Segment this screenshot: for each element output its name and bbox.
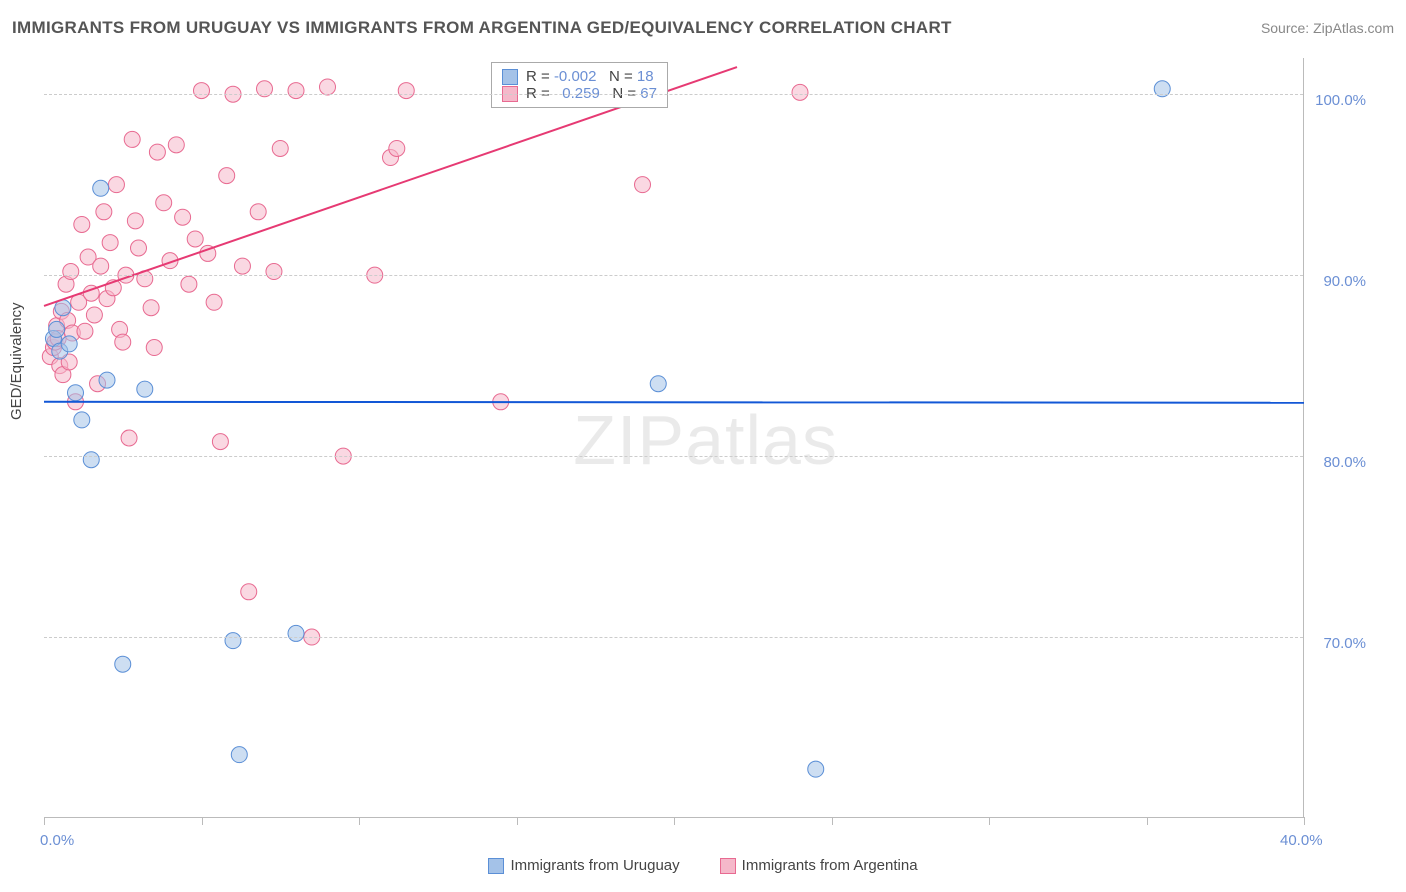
data-point xyxy=(320,79,336,95)
legend-item-argentina: Immigrants from Argentina xyxy=(720,857,918,874)
y-tick-label: 70.0% xyxy=(1306,635,1366,652)
swatch-argentina xyxy=(720,858,736,874)
data-point xyxy=(77,323,93,339)
data-point xyxy=(175,209,191,225)
data-point xyxy=(127,213,143,229)
data-point xyxy=(131,240,147,256)
y-axis-label: GED/Equivalency xyxy=(8,302,25,420)
data-point xyxy=(272,140,288,156)
data-point xyxy=(99,372,115,388)
data-point xyxy=(108,177,124,193)
data-point xyxy=(83,452,99,468)
data-point xyxy=(241,584,257,600)
y-tick-label: 80.0% xyxy=(1306,454,1366,471)
title-bar: IMMIGRANTS FROM URUGUAY VS IMMIGRANTS FR… xyxy=(12,18,1394,38)
data-point xyxy=(266,264,282,280)
swatch-icon xyxy=(502,69,518,85)
gridline-h xyxy=(44,456,1303,457)
data-point xyxy=(808,761,824,777)
data-point xyxy=(143,300,159,316)
x-tick xyxy=(359,817,360,825)
x-tick-label: 0.0% xyxy=(40,832,74,849)
data-point xyxy=(650,376,666,392)
legend-label-argentina: Immigrants from Argentina xyxy=(742,857,918,874)
data-point xyxy=(792,84,808,100)
data-point xyxy=(389,140,405,156)
x-tick xyxy=(202,817,203,825)
data-point xyxy=(102,235,118,251)
data-point xyxy=(206,294,222,310)
data-point xyxy=(149,144,165,160)
gridline-h xyxy=(44,275,1303,276)
data-point xyxy=(115,656,131,672)
data-point xyxy=(74,216,90,232)
x-tick xyxy=(989,817,990,825)
correlation-legend-row: R = -0.002 N = 18 xyxy=(502,68,657,85)
x-tick xyxy=(1304,817,1305,825)
data-point xyxy=(288,83,304,99)
scatter-svg xyxy=(44,58,1303,817)
data-point xyxy=(194,83,210,99)
data-point xyxy=(137,381,153,397)
gridline-h xyxy=(44,637,1303,638)
data-point xyxy=(181,276,197,292)
data-point xyxy=(231,747,247,763)
data-point xyxy=(250,204,266,220)
data-point xyxy=(86,307,102,323)
data-point xyxy=(68,385,84,401)
regression-line xyxy=(44,402,1304,403)
data-point xyxy=(234,258,250,274)
y-tick-label: 90.0% xyxy=(1306,273,1366,290)
correlation-text: R = -0.002 N = 18 xyxy=(526,68,654,85)
data-point xyxy=(156,195,172,211)
correlation-legend: R = -0.002 N = 18R = 0.259 N = 67 xyxy=(491,62,668,108)
x-tick xyxy=(832,817,833,825)
data-point xyxy=(93,258,109,274)
data-point xyxy=(288,625,304,641)
x-tick xyxy=(674,817,675,825)
data-point xyxy=(187,231,203,247)
y-tick-label: 100.0% xyxy=(1306,92,1366,109)
x-tick xyxy=(44,817,45,825)
chart-title: IMMIGRANTS FROM URUGUAY VS IMMIGRANTS FR… xyxy=(12,18,952,38)
legend-label-uruguay: Immigrants from Uruguay xyxy=(510,857,679,874)
data-point xyxy=(49,321,65,337)
data-point xyxy=(212,434,228,450)
gridline-h xyxy=(44,94,1303,95)
data-point xyxy=(115,334,131,350)
x-tick-label: 40.0% xyxy=(1280,832,1323,849)
data-point xyxy=(63,264,79,280)
data-point xyxy=(96,204,112,220)
x-tick xyxy=(1147,817,1148,825)
data-point xyxy=(61,336,77,352)
data-point xyxy=(398,83,414,99)
legend-item-uruguay: Immigrants from Uruguay xyxy=(488,857,679,874)
data-point xyxy=(219,168,235,184)
x-tick xyxy=(517,817,518,825)
series-legend: Immigrants from Uruguay Immigrants from … xyxy=(0,857,1406,874)
data-point xyxy=(225,633,241,649)
data-point xyxy=(124,131,140,147)
data-point xyxy=(93,180,109,196)
data-point xyxy=(121,430,137,446)
data-point xyxy=(74,412,90,428)
plot-area: ZIPatlas R = -0.002 N = 18R = 0.259 N = … xyxy=(44,58,1304,818)
data-point xyxy=(146,340,162,356)
source-label: Source: ZipAtlas.com xyxy=(1261,20,1394,36)
swatch-uruguay xyxy=(488,858,504,874)
data-point xyxy=(635,177,651,193)
data-point xyxy=(168,137,184,153)
